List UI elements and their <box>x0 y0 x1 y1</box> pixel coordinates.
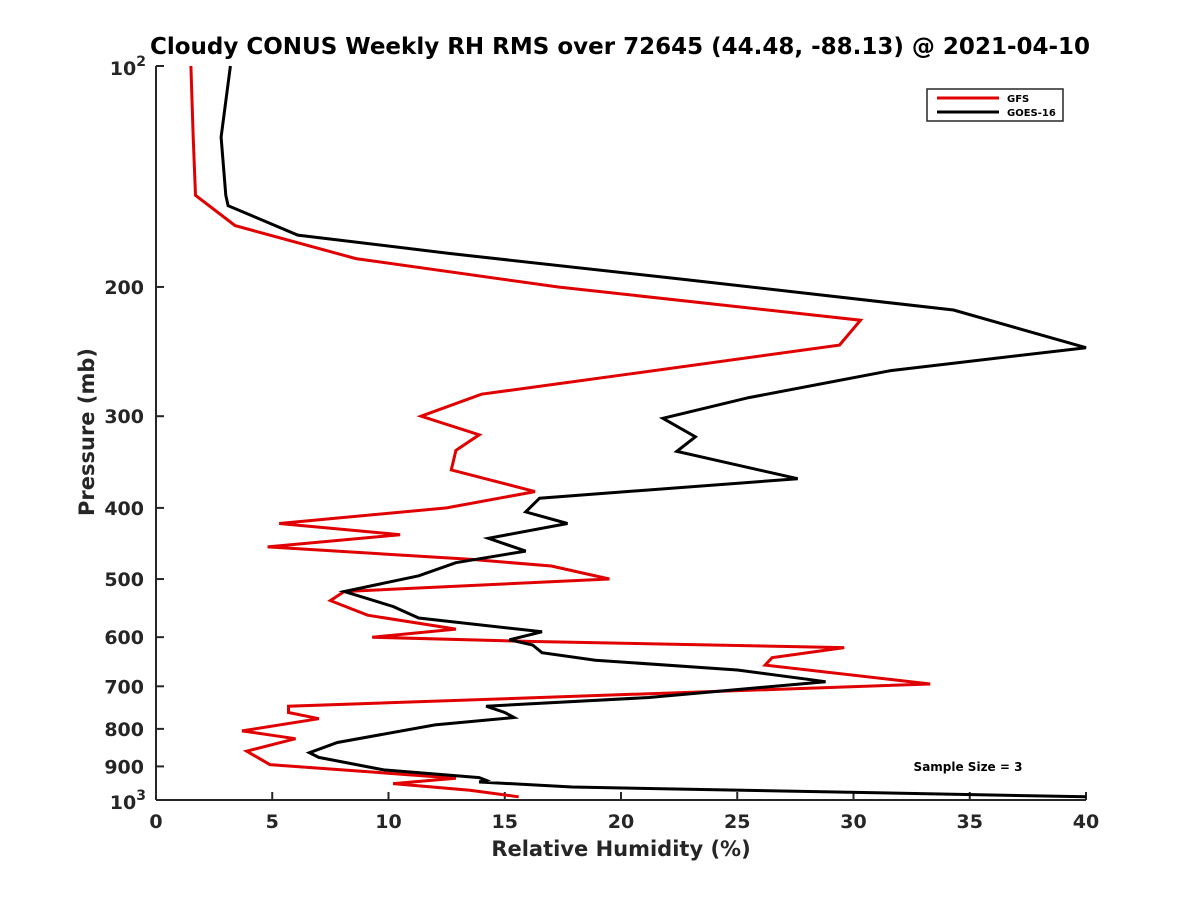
x-tick-label: 15 <box>492 811 518 833</box>
chart-title: Cloudy CONUS Weekly RH RMS over 72645 (4… <box>150 34 1090 60</box>
y-tick-label: 600 <box>104 627 144 649</box>
plot-axes: 0 5 10 15 20 25 30 35 40 200 300 400 500 600 700 800 900… <box>104 54 1099 833</box>
x-tick-label: 40 <box>1073 811 1099 833</box>
x-tick-label: 35 <box>957 811 983 833</box>
sample-size-annotation: Sample Size = 3 <box>914 760 1023 774</box>
x-tick-label: 20 <box>608 811 634 833</box>
y-tick-label: 900 <box>104 756 144 778</box>
x-tick-label: 30 <box>840 811 866 833</box>
y-decade-tick-label: 103 <box>110 788 146 814</box>
legend: GFS GOES-16 <box>926 88 1064 122</box>
series-line-goes-16 <box>219 65 1087 799</box>
y-tick-label: 400 <box>104 498 144 520</box>
x-axis-label: Relative Humidity (%) <box>491 837 750 861</box>
y-axis-label: Pressure (mb) <box>75 348 99 516</box>
y-tick-label: 500 <box>104 569 144 591</box>
x-tick-label: 0 <box>149 811 162 833</box>
x-tick-label: 5 <box>266 811 279 833</box>
y-tick-label: 300 <box>104 406 144 428</box>
x-tick-label: 10 <box>375 811 401 833</box>
y-tick-label: 200 <box>104 277 144 299</box>
legend-entry: GOES-16 <box>1007 108 1056 119</box>
y-tick-label: 700 <box>104 676 144 698</box>
series-layer <box>189 65 1087 799</box>
series-line-gfs <box>189 65 931 799</box>
legend-box <box>926 88 1064 122</box>
x-tick-label: 25 <box>724 811 750 833</box>
y-decade-tick-label: 102 <box>110 54 146 80</box>
legend-entry: GFS <box>1007 94 1029 105</box>
y-tick-label: 800 <box>104 719 144 741</box>
